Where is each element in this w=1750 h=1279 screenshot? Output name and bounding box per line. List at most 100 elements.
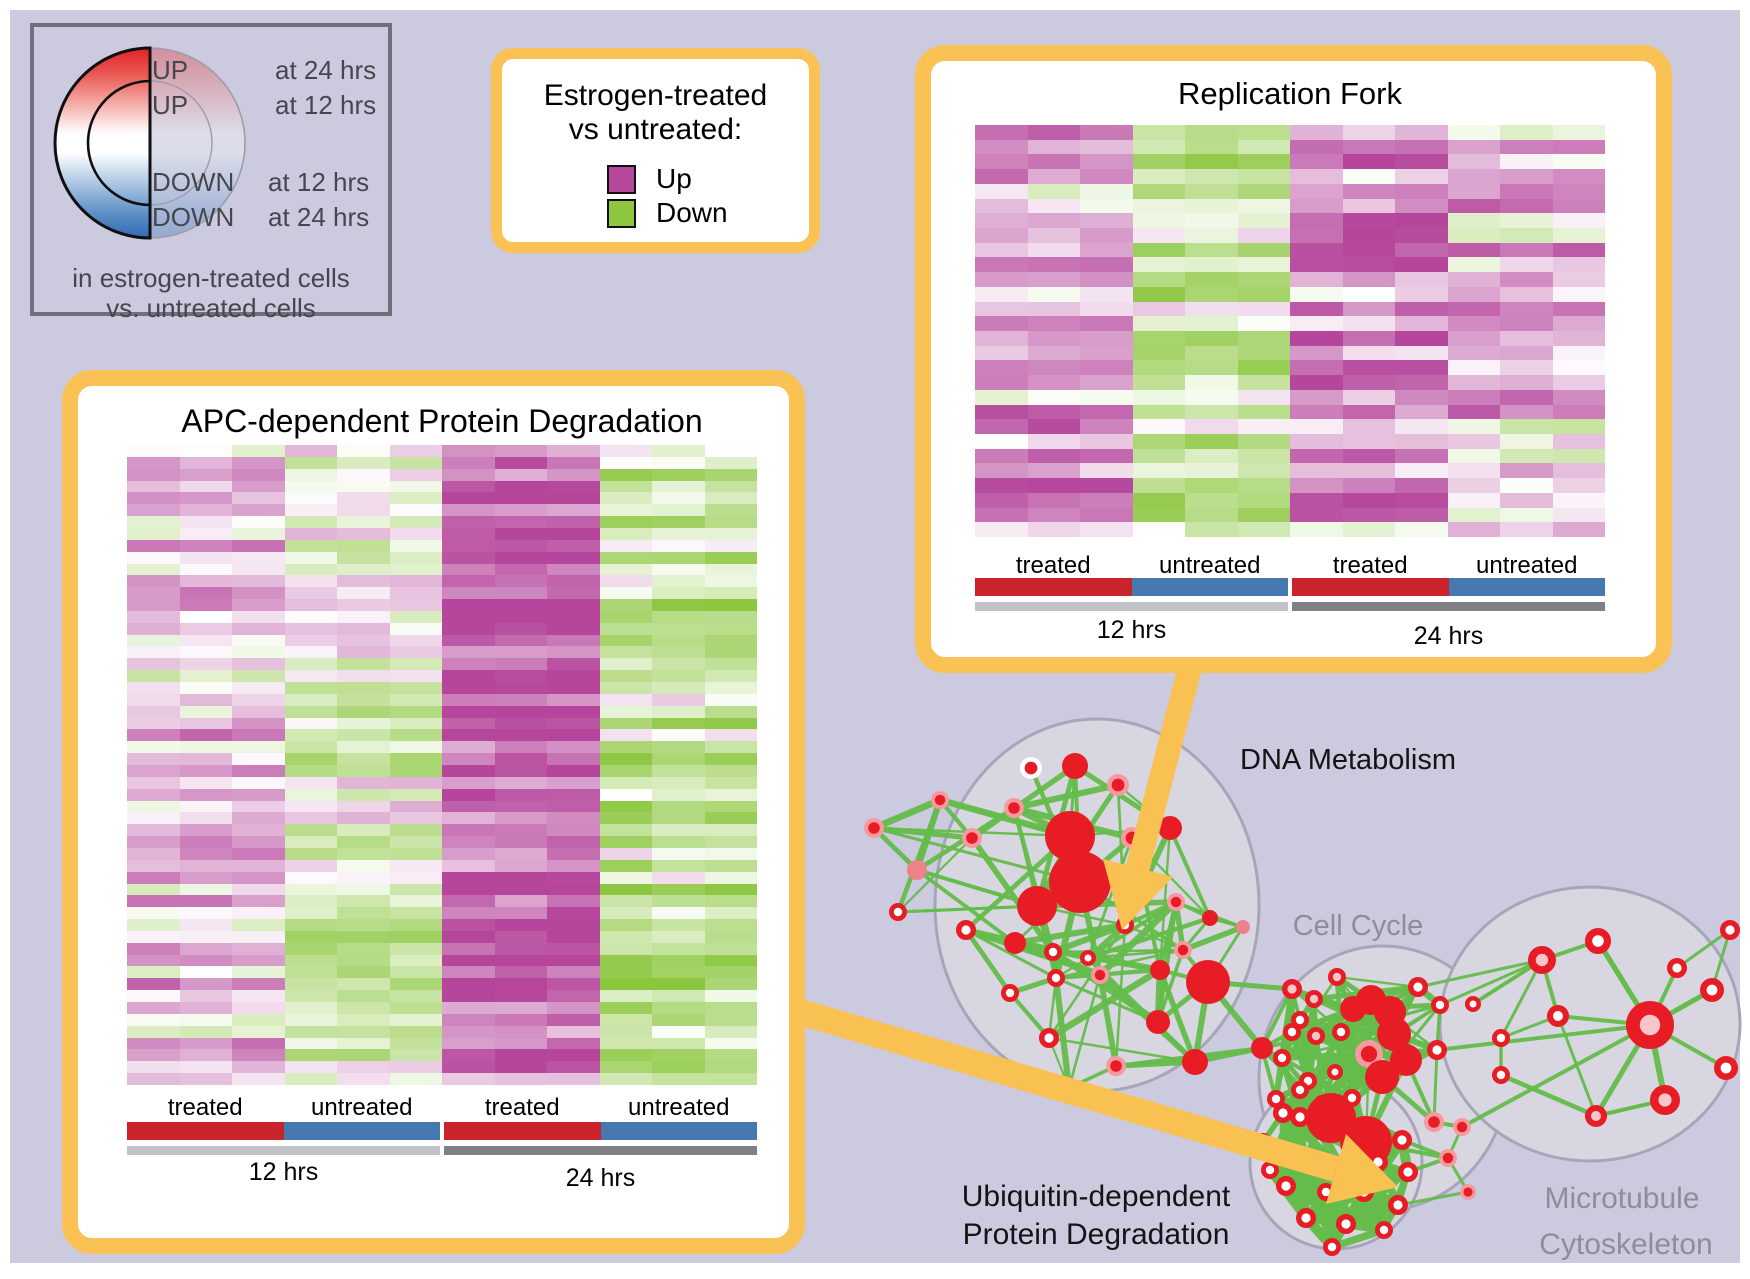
- heatmap-cell: [704, 776, 757, 789]
- heatmap-cell: [232, 966, 285, 979]
- heatmap-cell: [284, 930, 337, 943]
- heatmap-cell: [1447, 316, 1500, 331]
- heatmap-cell: [127, 800, 180, 813]
- heatmap-cell: [442, 1037, 495, 1050]
- heatmap-cell: [1395, 375, 1448, 390]
- heatmap-cell: [1447, 478, 1500, 493]
- heatmap-cell: [1080, 492, 1133, 508]
- heatmap-cell: [389, 812, 442, 825]
- heatmap-cell: [337, 622, 390, 635]
- heatmap-cell: [704, 812, 757, 825]
- network-node: [1158, 816, 1182, 840]
- time-bar-12hrs: [975, 602, 1288, 611]
- heatmap-cell: [1132, 198, 1185, 214]
- heatmap-cell: [1342, 242, 1395, 258]
- heatmap-cell: [442, 468, 495, 481]
- heatmap-cell: [337, 753, 390, 765]
- heatmap-cell: [232, 693, 285, 706]
- heatmap-cell: [1552, 198, 1605, 214]
- heatmap-cell: [284, 1049, 337, 1062]
- heatmap-cell: [547, 776, 600, 789]
- heatmap-cell: [1027, 139, 1080, 155]
- heatmap-cell: [652, 563, 705, 576]
- heatmap-cell: [599, 693, 652, 706]
- heatmap-cell: [179, 1013, 232, 1026]
- heatmap-cell: [1447, 404, 1500, 420]
- network-node: [1492, 1029, 1511, 1048]
- heatmap-cell: [389, 966, 442, 979]
- heatmap-cell: [494, 919, 547, 931]
- heatmap-cell: [337, 895, 390, 908]
- heatmap-cell: [704, 741, 757, 754]
- heatmap-cell: [232, 883, 285, 896]
- heatmap-cell: [494, 492, 547, 505]
- heatmap-cell: [179, 492, 232, 505]
- heatmap-cell: [599, 504, 652, 517]
- network-node: [1397, 1161, 1418, 1182]
- heatmap-cell: [442, 930, 495, 943]
- network-node: [1080, 950, 1096, 966]
- heatmap-cell: [442, 942, 495, 955]
- heatmap-cell: [232, 658, 285, 671]
- heatmap-cell: [389, 930, 442, 943]
- heatmap-cell: [652, 682, 705, 694]
- heatmap-cell: [975, 448, 1028, 464]
- heatmap-cell: [652, 729, 705, 742]
- heatmap-cell: [704, 1002, 757, 1014]
- heatmap-cell: [1395, 242, 1448, 258]
- cluster-label-protein-degradation: Protein Degradation: [962, 1218, 1230, 1251]
- ring-right-outline: [149, 47, 246, 239]
- network-edge: [1011, 807, 1056, 953]
- heatmap-cell: [704, 942, 757, 955]
- heatmap-cell: [284, 622, 337, 635]
- heatmap-cell: [652, 800, 705, 813]
- heatmap-cell: [337, 883, 390, 896]
- network-node: [1038, 1027, 1059, 1048]
- heatmap-cell: [179, 610, 232, 623]
- heatmap-cell: [1290, 463, 1343, 479]
- heatmap-cell: [442, 895, 495, 908]
- heatmap-cell: [1185, 272, 1238, 287]
- heatmap-cell: [599, 646, 652, 659]
- heatmap-cell: [442, 622, 495, 635]
- heatmap-cell: [1552, 448, 1605, 464]
- heatmap-cell: [1080, 169, 1133, 184]
- network-edge: [1336, 975, 1419, 989]
- heatmap-cell: [599, 764, 652, 777]
- heatmap-cell: [494, 764, 547, 777]
- network-node: [1024, 761, 1038, 775]
- cluster-label-cell-cycle: Cell Cycle: [1292, 910, 1424, 942]
- condition-bar: [444, 1122, 601, 1140]
- heatmap-cell: [599, 859, 652, 872]
- heatmap-cell: [1395, 478, 1448, 493]
- heatmap-cell: [1342, 257, 1395, 273]
- heatmap-cell: [1290, 125, 1343, 140]
- heatmap-cell: [975, 169, 1028, 184]
- ring-line-time: at 12 hrs: [275, 90, 376, 120]
- network-edge: [1051, 922, 1127, 955]
- apc-heatmap-grid: [127, 445, 757, 1085]
- heatmap-cell: [1447, 183, 1500, 199]
- heatmap-cell: [704, 966, 757, 979]
- network-node: [1328, 968, 1347, 987]
- heatmap-cell: [494, 445, 547, 457]
- time-label-12hrs: 12 hrs: [1096, 616, 1167, 644]
- heatmap-cell: [442, 670, 495, 683]
- heatmap-cell: [1080, 257, 1133, 273]
- heatmap-cell: [389, 445, 442, 457]
- heatmap-cell: [494, 788, 547, 801]
- heatmap-cell: [442, 634, 495, 647]
- heatmap-cell: [1500, 331, 1553, 346]
- heatmap-cell: [599, 954, 652, 967]
- heatmap-cell: [599, 445, 652, 457]
- heatmap-cell: [1290, 375, 1343, 390]
- condition-bar: [1292, 578, 1449, 596]
- ring-line-word: DOWN: [152, 167, 234, 197]
- heatmap-cell: [1552, 478, 1605, 493]
- network-node: [1182, 1049, 1208, 1075]
- heatmap-cell: [127, 539, 180, 552]
- heatmap-cell: [179, 1002, 232, 1014]
- heatmap-cell: [179, 847, 232, 860]
- heatmap-cell: [547, 990, 600, 1003]
- annotation-arrow-head: [1103, 859, 1173, 930]
